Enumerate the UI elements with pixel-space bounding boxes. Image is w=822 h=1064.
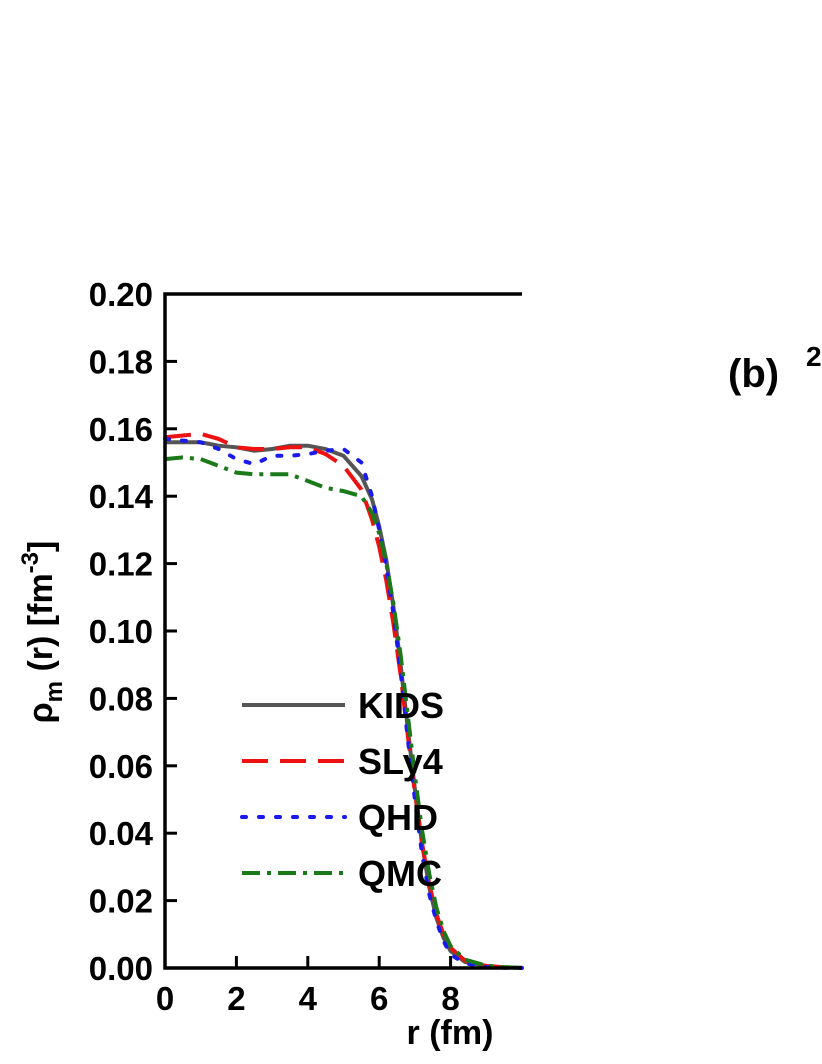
legend-label: QMC — [358, 853, 442, 894]
y-label-sup: -3 — [17, 552, 44, 573]
y-tick-label: 0.12 — [89, 546, 153, 583]
series-line — [164, 455, 523, 970]
y-tick-label: 0.04 — [89, 815, 154, 852]
annotation: (b) — [728, 352, 779, 396]
y-tick-label: 0.20 — [89, 276, 153, 313]
y-tick-label: 0.00 — [89, 950, 153, 987]
series-line — [164, 431, 523, 970]
x-tick-label: 8 — [441, 980, 459, 1017]
series-line — [163, 436, 524, 970]
y-label-part: ρ — [22, 702, 60, 723]
y-tick-label: 0.18 — [89, 343, 153, 380]
x-axis-label: r (fm) — [407, 1014, 494, 1052]
legend-label: KIDS — [358, 685, 444, 726]
axis-frame — [163, 292, 522, 970]
y-tick-label: 0.14 — [89, 478, 154, 515]
legend-label: SLy4 — [358, 741, 443, 782]
y-label-sub: m — [41, 681, 68, 702]
x-tick-label: 0 — [156, 980, 174, 1017]
x-tick-label: 2 — [227, 980, 245, 1017]
x-tick-label: 6 — [370, 980, 388, 1017]
y-tick-label: 0.02 — [89, 883, 153, 920]
y-axis-label: ρm (r) [fm-3] — [17, 541, 68, 724]
y-tick-label: 0.10 — [89, 613, 153, 650]
x-tick-label: 4 — [299, 980, 318, 1017]
y-label-part: ] — [22, 541, 60, 552]
y-tick-label: 0.06 — [89, 748, 153, 785]
annotation-sup: 2 — [806, 341, 822, 372]
legend-label: QHD — [358, 797, 438, 838]
y-tick-label: 0.16 — [89, 411, 153, 448]
y-tick-label: 0.08 — [89, 680, 153, 717]
y-label-part: (r) [fm — [22, 573, 60, 681]
